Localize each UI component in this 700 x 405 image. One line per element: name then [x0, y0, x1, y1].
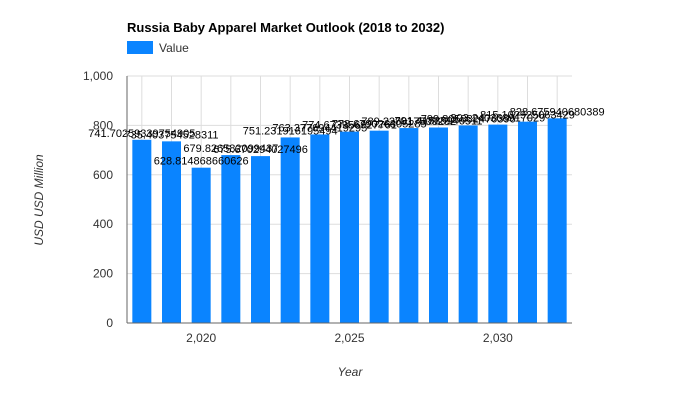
chart-title: Russia Baby Apparel Market Outlook (2018…	[127, 20, 444, 35]
y-axis-title: USD USD Million	[32, 154, 46, 246]
data-label: 679.826582099437	[183, 143, 278, 155]
bar[interactable]	[547, 118, 567, 323]
bar[interactable]	[429, 127, 448, 323]
data-label: 628.814868660626	[154, 156, 249, 168]
bars	[132, 118, 567, 323]
legend-label: Value	[159, 41, 189, 55]
bar[interactable]	[310, 134, 330, 323]
data-label: 828.675940680389	[510, 106, 605, 118]
data-label: 789.228017508282	[361, 116, 456, 128]
x-tick-label: 2,030	[483, 331, 513, 345]
y-tick-label: 1,000	[83, 69, 113, 83]
y-axis-ticks: 0 200 400 600 800 1,000	[83, 69, 113, 330]
data-label: 774.673956927761	[302, 120, 397, 132]
data-label: 799.805832476396	[421, 113, 516, 125]
y-tick-label: 200	[93, 267, 113, 281]
x-tick-label: 2,020	[186, 331, 216, 345]
data-label: 735.403754528311	[124, 129, 218, 141]
bar[interactable]	[132, 139, 152, 323]
x-axis-title: Year	[338, 365, 364, 379]
bar[interactable]	[191, 167, 211, 323]
bar[interactable]	[369, 130, 389, 323]
y-tick-label: 800	[93, 118, 113, 132]
data-label: 791.41535946511	[395, 116, 483, 128]
data-label: 803.240368917029	[450, 113, 545, 125]
bar[interactable]	[251, 156, 270, 323]
bar[interactable]	[280, 137, 300, 323]
bar[interactable]	[162, 141, 181, 323]
y-tick-label: 0	[106, 316, 113, 330]
data-label: 675.670294027496	[213, 144, 308, 156]
x-axis-ticks: 2,020 2,025 2,030	[186, 331, 513, 345]
data-label: 741.70259339754905	[88, 128, 195, 140]
data-label: 778.679026805285	[332, 119, 427, 131]
x-tick-label: 2,025	[334, 331, 364, 345]
bar[interactable]	[399, 128, 419, 323]
bar[interactable]	[340, 131, 359, 323]
legend[interactable]: Value	[127, 41, 189, 55]
data-label: 751.231916195494	[243, 125, 338, 137]
bar[interactable]	[221, 155, 241, 323]
legend-swatch	[127, 41, 153, 54]
bar[interactable]	[458, 125, 478, 323]
data-label: 815.102925063429	[480, 110, 575, 122]
data-label: 763.377694419295	[272, 122, 367, 134]
bar[interactable]	[488, 124, 508, 323]
bar[interactable]	[518, 121, 537, 323]
y-tick-label: 400	[93, 217, 113, 231]
y-tick-label: 600	[93, 168, 113, 182]
